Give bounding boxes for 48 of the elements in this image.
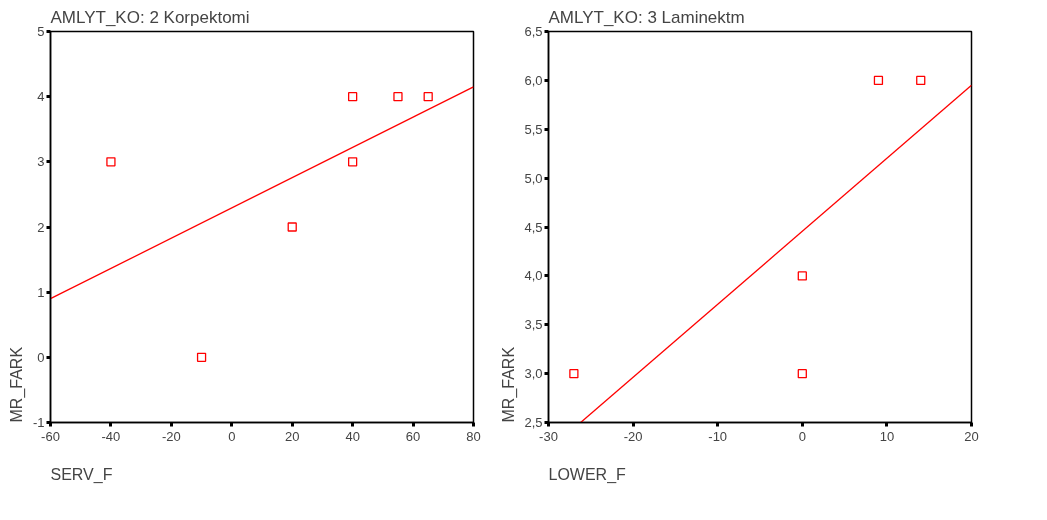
x-tick-label: 20 — [964, 428, 979, 444]
point — [287, 222, 297, 232]
y-tick-label: 6,5 — [524, 24, 543, 39]
x-tick-label: 20 — [284, 428, 300, 444]
y-tick-label: -1 — [32, 415, 45, 430]
y-axis-title: MR_FARK — [499, 346, 518, 423]
point — [569, 368, 579, 379]
x-tick-label: -20 — [161, 428, 181, 444]
y-tick-label: 3,0 — [524, 366, 543, 382]
point — [106, 157, 116, 167]
x-tick-label: 10 — [879, 428, 895, 444]
point — [347, 92, 358, 102]
point — [423, 92, 433, 102]
x-axis-title: LOWER_F — [548, 465, 627, 484]
y-tick-label: 3,5 — [524, 317, 543, 333]
x-axis-title: SERV_F — [50, 465, 113, 484]
point — [873, 75, 884, 86]
y-tick-label: 6,0 — [524, 72, 543, 88]
y-tick-label: 4,5 — [524, 219, 543, 235]
x-tick-label: -10 — [708, 428, 728, 444]
y-tick-label: 4,0 — [524, 268, 543, 284]
y-tick-label: 2 — [37, 219, 45, 235]
y-tick-label: 4 — [37, 89, 45, 105]
point — [196, 352, 207, 362]
point — [797, 368, 807, 379]
y-tick-label: 2,5 — [524, 415, 543, 430]
x-tick-label: -40 — [101, 428, 121, 444]
x-tick-label: 60 — [405, 428, 421, 444]
y-tick-label: 0 — [37, 349, 45, 365]
x-tick-label: 0 — [228, 428, 236, 444]
chart-title: AMLYT_KO: 3 Laminektm — [548, 7, 745, 27]
y-tick-label: 3 — [37, 154, 45, 170]
x-tick-label: 0 — [798, 428, 806, 444]
point — [797, 271, 807, 281]
x-tick-label: 40 — [345, 428, 360, 444]
point — [347, 157, 358, 167]
x-tick-label: -30 — [539, 428, 558, 444]
point — [916, 75, 926, 86]
y-tick-label: 5,5 — [524, 121, 543, 137]
chart-title: AMLYT_KO: 2 Korpektomi — [50, 7, 250, 27]
y-tick-label: 5,0 — [524, 170, 543, 186]
x-tick-label: -60 — [41, 428, 60, 444]
y-axis-title: MR_FARK — [7, 346, 26, 423]
y-tick-label: 1 — [37, 284, 45, 300]
x-tick-label: 80 — [466, 428, 481, 444]
y-tick-label: 5 — [37, 24, 45, 39]
x-tick-label: -20 — [623, 428, 643, 444]
point — [393, 92, 403, 102]
